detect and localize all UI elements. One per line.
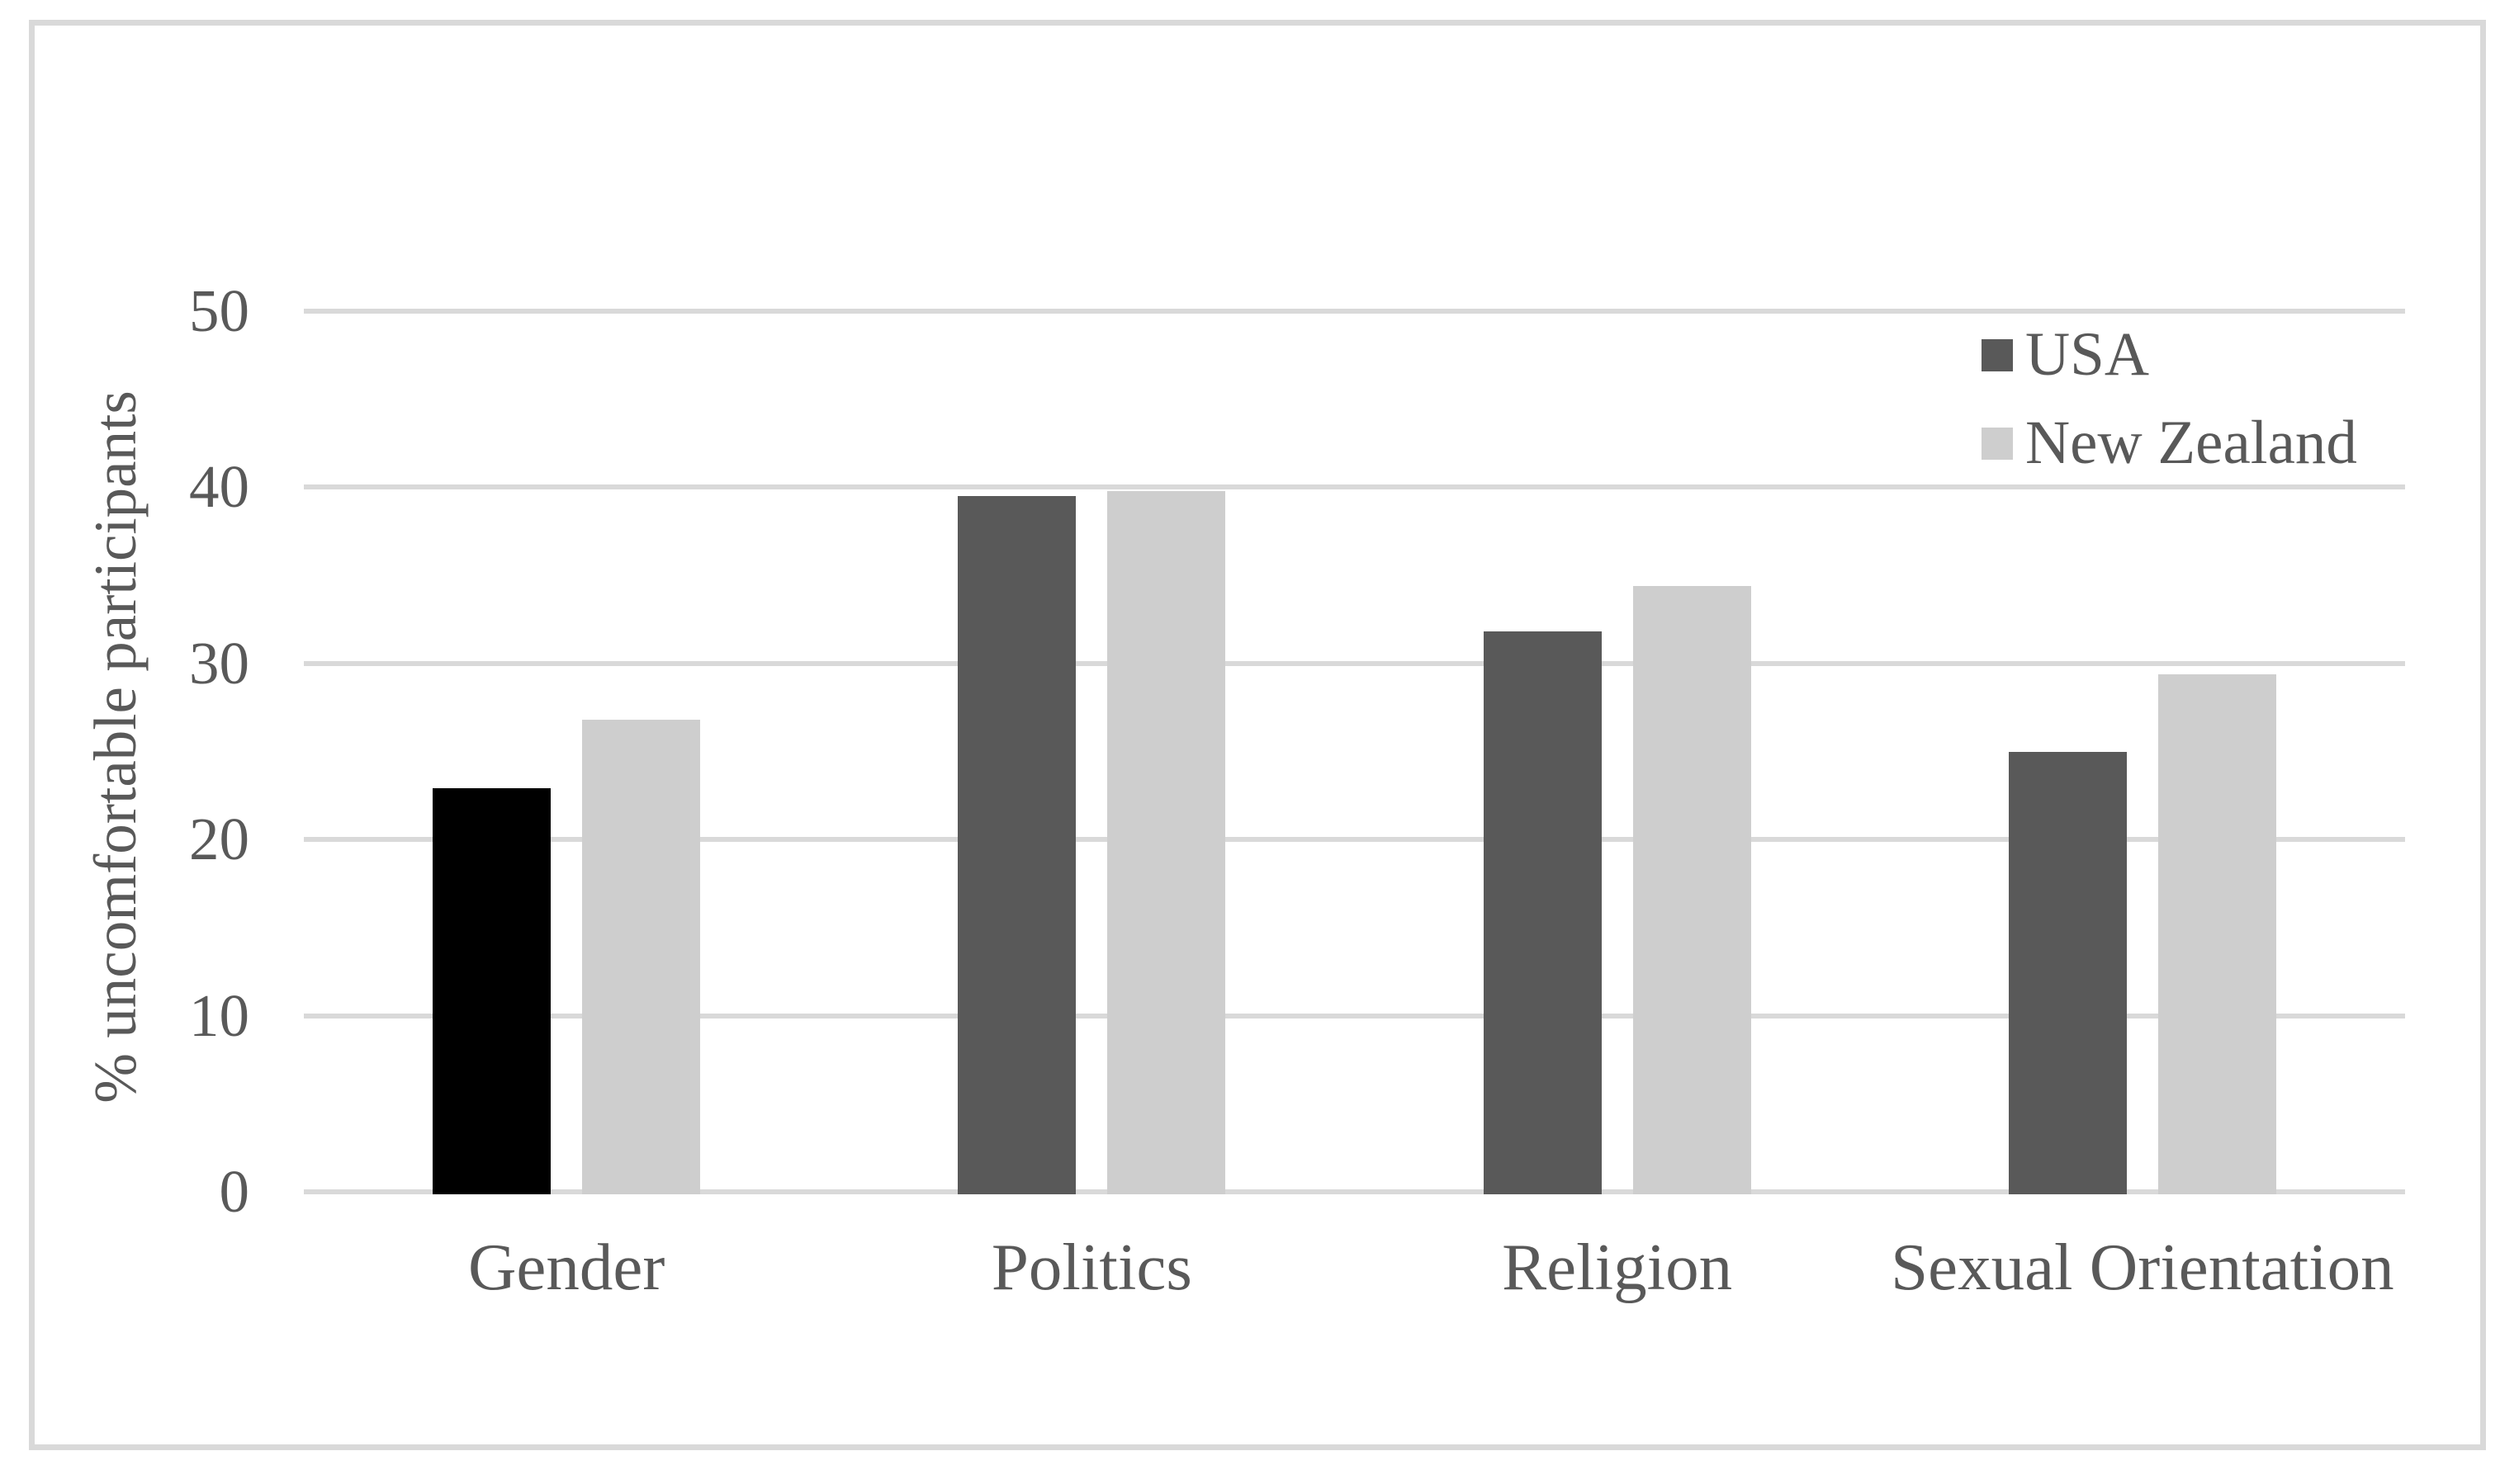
y-tick-label-40: 40	[189, 453, 249, 521]
x-axis-label-religion: Religion	[1502, 1230, 1733, 1304]
legend-entry-new-zealand: New Zealand	[1982, 412, 2357, 475]
legend-label-usa: USA	[2025, 320, 2150, 389]
legend: USA New Zealand	[1982, 324, 2357, 475]
gridline-30	[304, 660, 2405, 666]
y-tick-label-10: 10	[189, 981, 249, 1049]
y-tick-label-30: 30	[189, 629, 249, 697]
x-axis-label-sexual-orientation: Sexual Orientation	[1891, 1230, 2394, 1304]
legend-label-new-zealand: New Zealand	[2025, 409, 2357, 477]
bar-new-zealand-religion	[1632, 585, 1751, 1194]
y-tick-label-20: 20	[189, 806, 249, 873]
gridline-10	[304, 1013, 2405, 1018]
bar-new-zealand-sexual-orientation	[2157, 673, 2276, 1194]
x-axis-label-politics: Politics	[991, 1230, 1192, 1304]
legend-swatch-new-zealand-icon	[1982, 427, 2013, 460]
y-tick-label-0: 0	[219, 1158, 250, 1225]
bar-usa-sexual-orientation	[2008, 751, 2127, 1194]
legend-entry-usa: USA	[1982, 324, 2357, 386]
gridline-50	[304, 309, 2405, 314]
bar-usa-religion	[1483, 631, 1602, 1194]
y-tick-label-50: 50	[189, 277, 249, 344]
x-axis-label-gender: Gender	[467, 1230, 665, 1304]
legend-swatch-usa-icon	[1982, 338, 2013, 371]
bar-usa-gender	[433, 788, 552, 1194]
bar-usa-politics	[958, 496, 1077, 1194]
bar-new-zealand-gender	[582, 720, 701, 1194]
gridline-0	[304, 1189, 2405, 1194]
bar-new-zealand-politics	[1107, 490, 1226, 1194]
figure-border	[29, 20, 2486, 1450]
gridline-40	[304, 484, 2405, 490]
gridline-20	[304, 837, 2405, 843]
